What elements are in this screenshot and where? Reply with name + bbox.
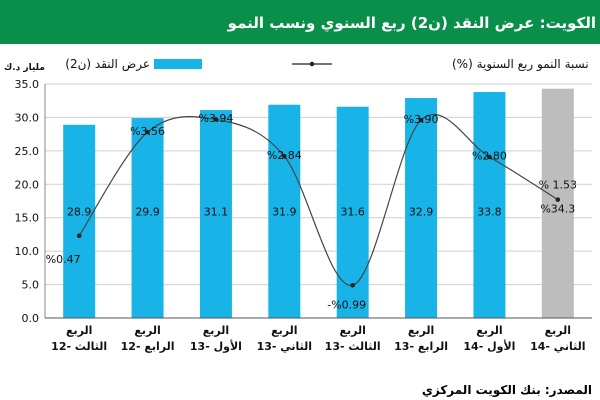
bar-value-label: 31.6: [340, 206, 365, 219]
growth-series: %0.47 %3.56 %3.94 %2.84 -%0.99 %3.90 %2.80 % 1.…: [46, 112, 577, 312]
legend-line-marker: [309, 61, 315, 67]
x-tick-label: الرابع -12: [121, 340, 175, 353]
bar: [131, 118, 164, 319]
growth-value-label: %2.80: [472, 150, 507, 163]
y-tick-label: 10.0: [15, 245, 40, 258]
x-tick-label: الربع: [545, 324, 571, 337]
x-tick-label: الثالث -12: [51, 340, 107, 353]
grid-lines: [45, 83, 592, 319]
x-tick-label: الأول -13: [190, 339, 242, 353]
axes: 0.0 5.0 10.0 15.0 20.0 25.0 30.0 35.0 مليار د.ك ا…: [4, 63, 592, 353]
bar-value-label: 33.8: [477, 206, 502, 219]
y-tick-label: 20.0: [15, 178, 40, 191]
legend-bar-label: عرض النقد (ن2): [65, 57, 150, 72]
bar: [405, 98, 438, 318]
growth-point: [350, 282, 355, 288]
y-tick-label: 30.0: [15, 111, 40, 124]
growth-value-label: % 1.53: [539, 178, 577, 191]
y-tick-label: 35.0: [15, 78, 40, 91]
growth-point: [487, 154, 492, 160]
chart-title: الكويت: عرض النقد (ن2) ربع السنوي ونسب ا…: [227, 14, 596, 32]
x-tick-label: الربع: [203, 324, 229, 337]
bar-value-label: 31.1: [204, 206, 229, 219]
x-tick-label: الربع: [66, 324, 92, 337]
y-axis-label: مليار د.ك: [4, 63, 45, 73]
growth-point: [555, 197, 561, 202]
bar: [473, 92, 506, 318]
x-tick-label: الرابع -13: [394, 340, 448, 353]
legend: عرض النقد (ن2) نسبة النمو ربع السنوية (%): [65, 57, 588, 72]
bar: [268, 104, 301, 319]
growth-point: [145, 129, 150, 135]
x-tick-label: الربع: [408, 324, 434, 337]
source-note: المصدر: بنك الكويت المركزي: [421, 383, 592, 397]
bar-value-label: 29.9: [135, 206, 160, 219]
growth-value-label: -%0.99: [327, 299, 366, 312]
growth-value-label: %3.90: [404, 113, 439, 126]
growth-point: [282, 153, 287, 159]
x-tick-label: الربع: [476, 324, 502, 337]
y-tick-label: 15.0: [15, 212, 40, 225]
growth-point: [418, 117, 424, 123]
bar: [541, 88, 574, 319]
bar-value-label: 28.9: [67, 206, 92, 219]
x-tick-label: الثاني -13: [257, 340, 313, 353]
bar-value-label: 32.9: [409, 206, 434, 219]
bar: [336, 106, 369, 318]
growth-value-label: %2.84: [267, 149, 302, 162]
growth-value-label: %3.94: [198, 112, 233, 125]
x-tick-label: الثالث -13: [325, 340, 381, 353]
bar-value-label: %34.3: [540, 202, 575, 215]
growth-value-label: %0.47: [46, 253, 81, 266]
y-tick-label: 25.0: [15, 145, 40, 158]
bar: [199, 110, 232, 319]
title-bar: الكويت: عرض النقد (ن2) ربع السنوي ونسب ا…: [0, 0, 600, 44]
y-tick-label: 0.0: [22, 312, 40, 325]
legend-line-label: نسبة النمو ربع السنوية (%): [452, 57, 589, 72]
chart-canvas: 28.9 29.9 31.1 31.9 31.6 32.9 33.8 %34.3 %0.47%…: [4, 57, 592, 353]
growth-value-label: %3.56: [130, 125, 165, 138]
bar-value-label: 31.9: [272, 206, 297, 219]
growth-point: [76, 233, 82, 239]
bar-series: 28.9 29.9 31.1 31.9 31.6 32.9 33.8 %34.3: [63, 88, 575, 319]
legend-bar-swatch: [154, 59, 202, 69]
x-tick-label: الربع: [339, 324, 365, 337]
growth-line: [78, 113, 559, 286]
x-tick-label: الأول -14: [463, 339, 515, 353]
x-tick-label: الربع: [271, 324, 297, 337]
growth-point: [213, 117, 219, 122]
x-tick-label: الربع: [134, 324, 160, 337]
y-tick-label: 5.0: [22, 279, 40, 292]
x-tick-label: الثاني -14: [530, 340, 586, 353]
bar: [63, 124, 96, 318]
